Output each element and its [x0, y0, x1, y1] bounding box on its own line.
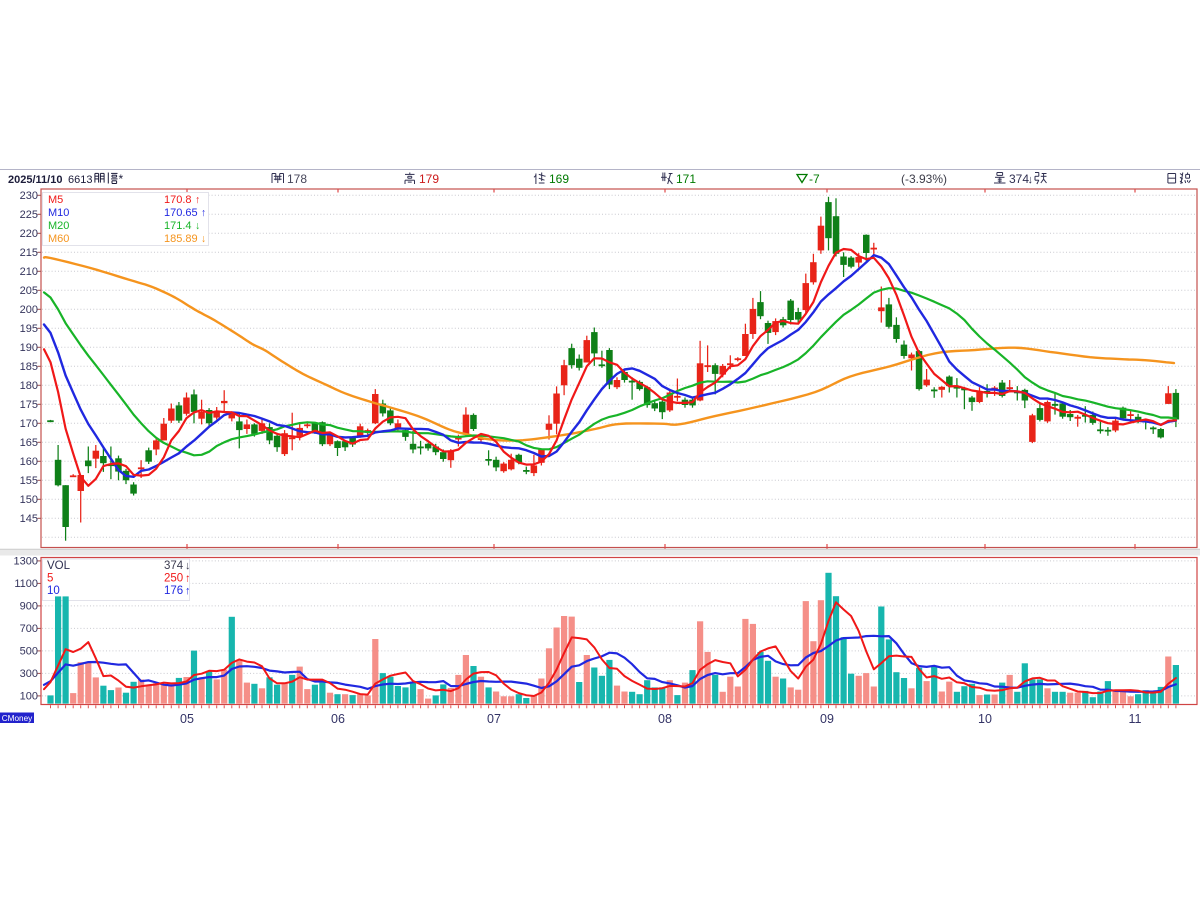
svg-text:↓: ↓: [185, 560, 191, 572]
svg-text:↑: ↑: [185, 585, 191, 597]
svg-text:171: 171: [676, 172, 696, 186]
svg-text:300: 300: [20, 668, 38, 680]
svg-text:180: 180: [20, 380, 38, 392]
svg-text:165: 165: [20, 437, 38, 449]
svg-text:↓: ↓: [195, 220, 200, 232]
svg-text:225: 225: [20, 209, 38, 221]
svg-text:190: 190: [20, 342, 38, 354]
svg-text:900: 900: [20, 600, 38, 612]
svg-text:200: 200: [20, 304, 38, 316]
svg-text:07: 07: [487, 712, 501, 726]
svg-text:150: 150: [20, 494, 38, 506]
svg-text:M10: M10: [48, 207, 69, 219]
svg-text:5: 5: [47, 573, 53, 585]
svg-text:374: 374: [164, 560, 184, 572]
svg-text:250: 250: [164, 573, 183, 585]
svg-text:175: 175: [20, 399, 38, 411]
svg-text:155: 155: [20, 475, 38, 487]
svg-text:185: 185: [20, 361, 38, 373]
svg-text:09: 09: [820, 712, 834, 726]
svg-text:185.89: 185.89: [164, 233, 198, 245]
svg-text:↑: ↑: [201, 207, 206, 219]
svg-text:205: 205: [20, 285, 38, 297]
svg-text:230: 230: [20, 190, 38, 202]
svg-text:1100: 1100: [14, 578, 38, 590]
svg-text:10: 10: [47, 585, 60, 597]
svg-text:05: 05: [180, 712, 194, 726]
svg-text:M5: M5: [48, 194, 63, 206]
svg-text:700: 700: [20, 623, 38, 635]
svg-text:179: 179: [419, 172, 439, 186]
svg-text:500: 500: [20, 645, 38, 657]
svg-text:10: 10: [978, 712, 992, 726]
svg-text:2025/11/10: 2025/11/10: [8, 174, 62, 186]
svg-text:176: 176: [164, 585, 183, 597]
svg-text:-7: -7: [809, 172, 820, 186]
svg-text:170.8: 170.8: [164, 194, 192, 206]
svg-text:08: 08: [658, 712, 672, 726]
svg-text:215: 215: [20, 247, 38, 259]
svg-text:6613: 6613: [68, 174, 92, 186]
svg-text:VOL: VOL: [47, 560, 71, 572]
svg-text:↑: ↑: [195, 194, 200, 206]
svg-text:1300: 1300: [14, 555, 38, 567]
svg-text:06: 06: [331, 712, 345, 726]
svg-text:100: 100: [20, 690, 38, 702]
svg-text:145: 145: [20, 513, 38, 525]
svg-text:160: 160: [20, 456, 38, 468]
svg-text:CMoney: CMoney: [2, 714, 33, 723]
svg-text:(-3.93%): (-3.93%): [901, 172, 947, 186]
svg-text:171.4: 171.4: [164, 220, 192, 232]
svg-text:↓: ↓: [201, 233, 206, 245]
svg-text:220: 220: [20, 228, 38, 240]
svg-text:↓: ↓: [1028, 174, 1034, 186]
svg-text:↑: ↑: [185, 573, 191, 585]
svg-text:210: 210: [20, 266, 38, 278]
svg-text:374: 374: [1009, 172, 1029, 186]
svg-text:M20: M20: [48, 220, 69, 232]
svg-text:178: 178: [287, 172, 307, 186]
svg-text:195: 195: [20, 323, 38, 335]
svg-text:169: 169: [549, 172, 569, 186]
svg-text:11: 11: [1129, 712, 1142, 726]
svg-text:*: *: [119, 172, 124, 186]
svg-text:170.65: 170.65: [164, 207, 198, 219]
svg-text:170: 170: [20, 418, 38, 430]
svg-text:M60: M60: [48, 233, 69, 245]
